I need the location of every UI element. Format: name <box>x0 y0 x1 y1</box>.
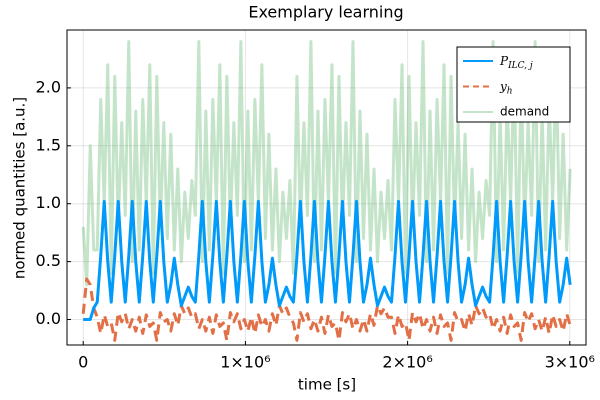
legend: PILC, j yh demand <box>456 46 571 123</box>
chart-title: Exemplary learning <box>248 3 403 22</box>
axes: 0.0 0.5 1.0 1.5 2.0 0 1×10⁶ 2×10⁶ 3×10⁶ <box>36 77 595 371</box>
y-tick-label: 1.0 <box>36 193 61 212</box>
x-tick-label: 0 <box>78 353 88 372</box>
y-tick-label: 2.0 <box>36 77 61 96</box>
series-line <box>81 277 572 342</box>
series-line <box>83 199 572 322</box>
x-tick-label: 2×10⁶ <box>382 353 432 372</box>
legend-label: PILC, j <box>499 54 533 71</box>
legend-label: yh <box>499 79 513 96</box>
y-tick-label: 0.0 <box>36 309 61 328</box>
legend-box <box>456 46 571 123</box>
y-axis-label: normed quantities [a.u.] <box>11 97 29 279</box>
y-tick-label: 0.5 <box>36 251 61 270</box>
legend-label: demand <box>500 105 549 119</box>
x-tick-label: 3×10⁶ <box>545 353 595 372</box>
plot-lines <box>81 40 572 342</box>
x-axis-label: time [s] <box>298 376 356 394</box>
plot-frame <box>66 29 587 346</box>
series-line <box>81 40 572 287</box>
grid <box>67 30 586 345</box>
y-tick-label: 1.5 <box>36 135 61 154</box>
x-tick-label: 1×10⁶ <box>220 353 270 372</box>
